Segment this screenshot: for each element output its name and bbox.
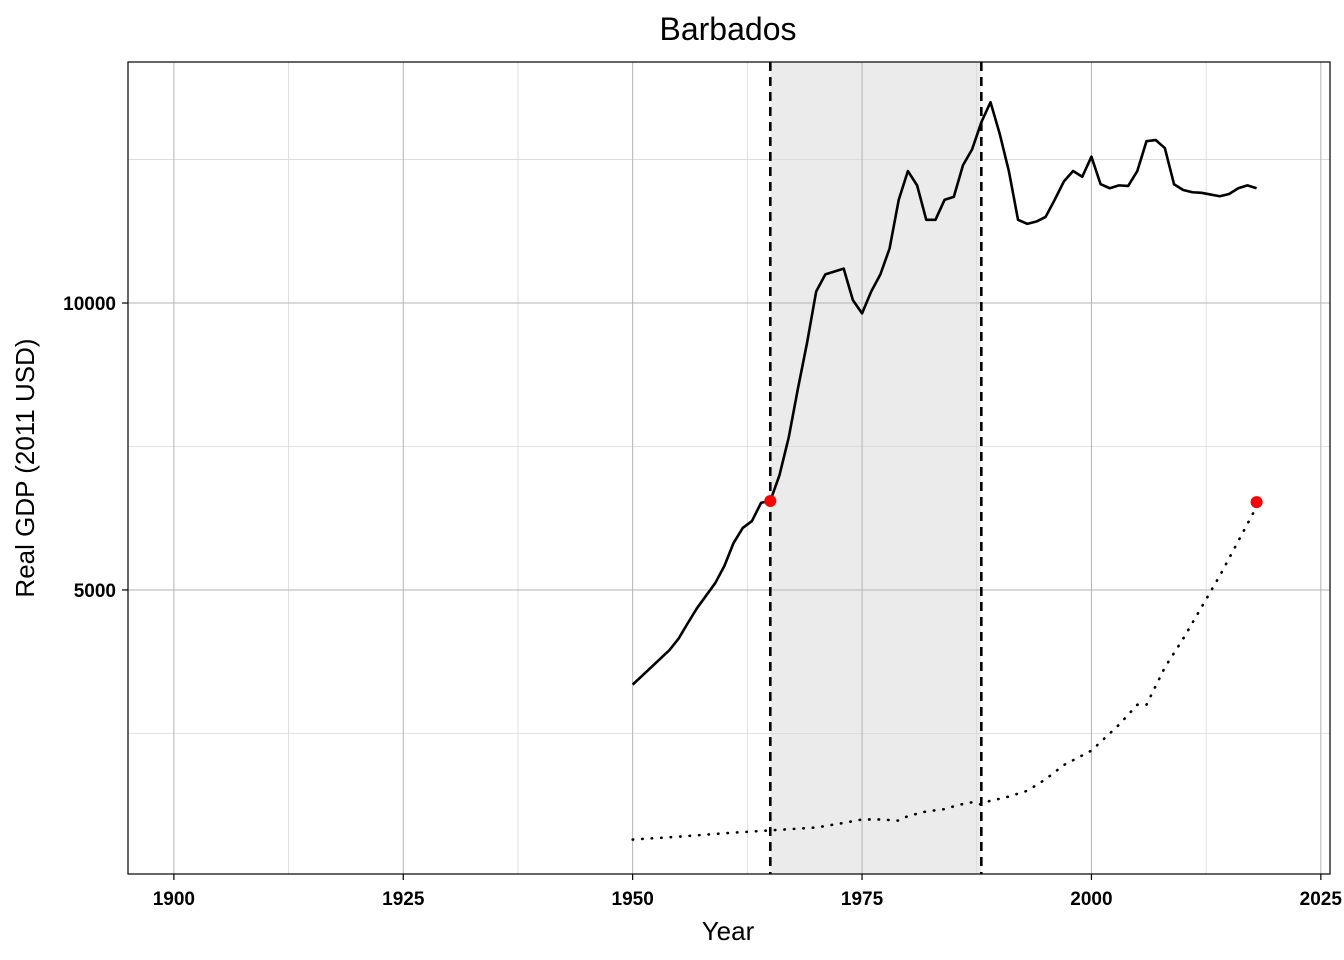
x-axis-ticks: 1900 1925 1950 1975 2000 2025 xyxy=(153,874,1343,910)
series-line-solid xyxy=(631,100,1257,686)
data-series xyxy=(631,100,1258,841)
plot-border xyxy=(127,61,1331,875)
highlight-point xyxy=(1250,496,1263,509)
chart-title: Barbados xyxy=(660,11,797,47)
x-axis-title: Year xyxy=(702,916,755,946)
period-boundary-lines xyxy=(768,62,983,874)
plot-panel xyxy=(128,62,1330,874)
x-tick-label: 1925 xyxy=(382,889,425,910)
x-tick-label: 1975 xyxy=(841,889,884,910)
y-axis-title: Real GDP (2011 USD) xyxy=(10,338,40,597)
x-tick-label: 1900 xyxy=(153,889,195,910)
y-tick-label: 5000 xyxy=(74,581,116,602)
x-tick-label: 2025 xyxy=(1300,889,1343,910)
x-tick-label: 1950 xyxy=(612,889,654,910)
highlight-points xyxy=(764,494,1263,509)
highlight-point xyxy=(764,494,777,507)
y-tick-label: 10000 xyxy=(63,294,116,315)
shaded-region xyxy=(770,62,982,874)
grid-lines xyxy=(128,62,1330,874)
highlight-period-shading xyxy=(770,62,982,874)
y-axis-ticks: 5000 10000 xyxy=(63,294,128,602)
x-tick-label: 2000 xyxy=(1070,889,1112,910)
